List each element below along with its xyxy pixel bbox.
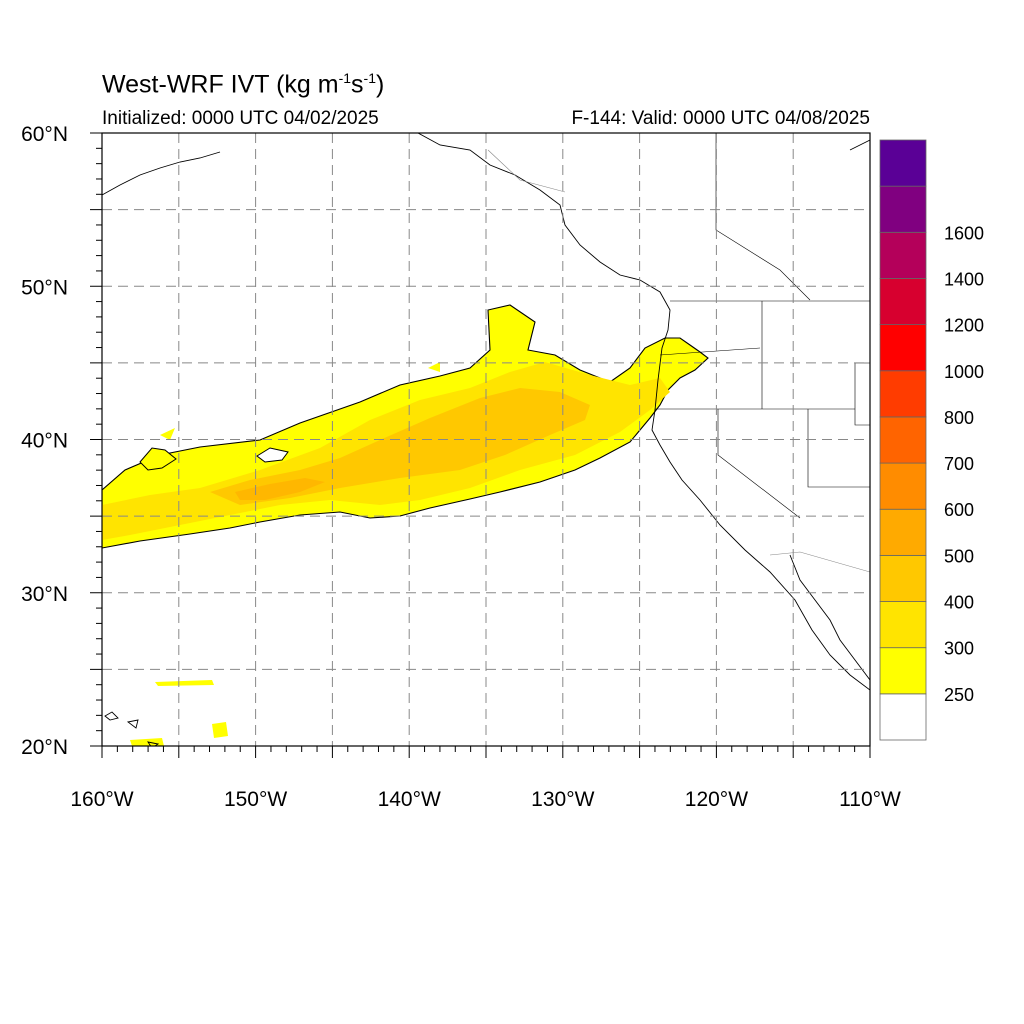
ivt-500-core [235, 478, 325, 500]
colorbar-label: 300 [944, 639, 974, 659]
ivt-250-island-1 [139, 447, 177, 471]
lon-tick-label: 130°W [531, 788, 594, 811]
colorbar-swatch [879, 416, 927, 464]
colorbar-label: 400 [944, 593, 974, 613]
wyoming-border [854, 362, 870, 426]
colorbar-swatch [879, 278, 927, 326]
political-borders [487, 133, 870, 573]
lon-tick-label: 150°W [224, 788, 287, 811]
north-america-coast [417, 133, 870, 691]
lon-tick-label: 160°W [70, 788, 133, 811]
colorbar-label: 700 [944, 454, 974, 474]
ivt-patch [192, 455, 228, 468]
axis-labels: 160°W 150°W 140°W 130°W 120°W 110°W 60°N 50°N 40… [21, 123, 901, 811]
colorbar-swatch [879, 462, 927, 510]
utah-border [807, 409, 870, 488]
colorbar-label: 500 [944, 546, 974, 566]
ivt-250-hole [256, 447, 289, 463]
oregon-washington-border [659, 347, 761, 356]
hudson-coast [849, 139, 870, 151]
graticule [102, 133, 870, 746]
map-title: West-WRF IVT (kg m-1s-1) [102, 70, 385, 99]
colorbar-label: 1600 [944, 223, 984, 243]
colorbar-label: 1400 [944, 269, 984, 289]
colorbar-swatch [879, 693, 927, 741]
ivt-patch [155, 680, 214, 686]
us-mexico-border [769, 551, 870, 573]
colorbar-swatch [879, 185, 927, 233]
colorbar-swatch [879, 324, 927, 372]
lon-tick-label: 120°W [685, 788, 748, 811]
lat-tick-label: 50°N [21, 276, 68, 299]
axis-ticks [90, 132, 871, 758]
colorbar-swatch [879, 601, 927, 649]
lat-tick-label: 60°N [21, 123, 68, 146]
colorbar-label: 800 [944, 408, 974, 428]
colorbar-swatch [879, 647, 927, 695]
lat-tick-label: 20°N [21, 736, 68, 759]
coastlines [102, 133, 870, 746]
colorbar-label: 250 [944, 685, 974, 705]
colorbar-swatch [879, 139, 927, 187]
canada-province-border [715, 133, 811, 301]
lon-tick-label: 110°W [839, 788, 901, 811]
lat-tick-label: 30°N [21, 583, 68, 606]
ivt-patch [130, 738, 164, 746]
ivt-400-core [210, 388, 590, 505]
alaska-canada-border [487, 149, 566, 193]
initialized-label: Initialized: 0000 UTC 04/02/2025 [102, 108, 379, 129]
colorbar-swatch [879, 508, 927, 556]
colorbar-label: 600 [944, 500, 974, 520]
lat-tick-label: 40°N [21, 430, 68, 453]
ivt-contours [102, 304, 709, 746]
colorbar-swatch [879, 370, 927, 418]
colorbar-label: 1200 [944, 316, 984, 336]
ivt-patch [212, 722, 228, 738]
alaska-coast [102, 151, 221, 196]
ivt-patch [160, 428, 175, 440]
nevada-border [717, 409, 801, 519]
colorbar-swatch [879, 554, 927, 602]
lon-tick-label: 140°W [378, 788, 441, 811]
colorbar-swatch [879, 231, 927, 279]
ivt-patch [428, 362, 440, 372]
hawaii-islands [104, 711, 160, 746]
colorbar: 250 300 400 500 600 700 800 1000 1200 1400 1600 [879, 139, 984, 741]
colorbar-label: 1000 [944, 362, 984, 382]
baja-coast [789, 554, 870, 681]
valid-time-label: F-144: Valid: 0000 UTC 04/08/2025 [571, 108, 870, 129]
